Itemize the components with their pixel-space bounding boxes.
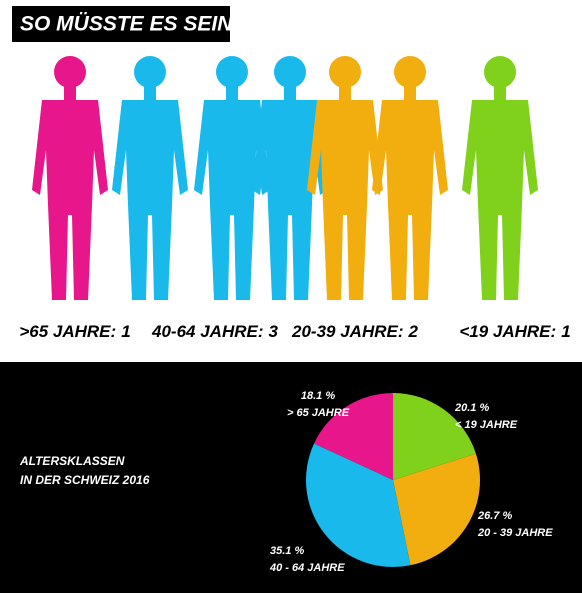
person-head	[54, 56, 86, 88]
slice-value-label: 26.7 %	[477, 510, 512, 522]
person-body	[112, 100, 188, 300]
person-body	[194, 100, 270, 300]
category-name: 20-39 JAHRE:	[291, 322, 404, 341]
person-head	[329, 56, 361, 88]
person-head	[134, 56, 166, 88]
person-head	[274, 56, 306, 88]
person-icon	[112, 56, 188, 300]
person-icon	[252, 56, 328, 300]
category-value: 1	[561, 322, 570, 341]
slice-value-label: 18.1 %	[301, 390, 335, 402]
pie-slice	[393, 453, 480, 566]
slice-value-label: 35.1 %	[270, 545, 304, 557]
slice-value-label: 20.1 %	[454, 402, 489, 414]
person-body	[462, 100, 538, 300]
person-head	[216, 56, 248, 88]
pie-slice	[314, 393, 393, 480]
title-box	[12, 6, 230, 42]
category-label: <19 JAHRE: 1	[459, 322, 570, 341]
slice-category-label: 20 - 39 JAHRE	[477, 527, 553, 539]
person-neck	[144, 85, 156, 103]
person-neck	[339, 85, 351, 103]
pie-title: IN DER SCHWEIZ 2016	[20, 473, 150, 487]
category-name: >65 JAHRE:	[19, 322, 116, 341]
person-neck	[494, 85, 506, 103]
person-body	[32, 100, 108, 300]
person-icon	[372, 56, 448, 300]
category-value: 3	[269, 322, 279, 341]
slice-category-label: < 19 JAHRE	[455, 419, 518, 431]
person-icon	[307, 56, 383, 300]
bottom-background	[0, 362, 582, 593]
person-neck	[226, 85, 238, 103]
person-neck	[284, 85, 296, 103]
pie-title: ALTERSKLASSEN	[19, 454, 125, 468]
person-neck	[404, 85, 416, 103]
category-label: 20-39 JAHRE: 2	[291, 322, 419, 341]
category-label: >65 JAHRE: 1	[19, 322, 130, 341]
person-head	[484, 56, 516, 88]
person-icon	[462, 56, 538, 300]
category-label: 40-64 JAHRE: 3	[151, 322, 279, 341]
person-body	[372, 100, 448, 300]
chart-title: SO MÜSSTE ES SEIN	[20, 13, 233, 36]
person-icon	[32, 56, 108, 300]
category-value: 2	[408, 322, 419, 341]
category-name: 40-64 JAHRE:	[151, 322, 264, 341]
category-value: 1	[121, 322, 130, 341]
person-head	[394, 56, 426, 88]
person-neck	[64, 85, 76, 103]
category-name: <19 JAHRE:	[459, 322, 556, 341]
person-icon	[194, 56, 270, 300]
pie-slice	[393, 393, 476, 480]
slice-category-label: > 65 JAHRE	[287, 407, 350, 419]
slice-category-label: 40 - 64 JAHRE	[269, 562, 345, 574]
person-body	[252, 100, 328, 300]
person-body	[307, 100, 383, 300]
pie-slice	[306, 443, 411, 567]
